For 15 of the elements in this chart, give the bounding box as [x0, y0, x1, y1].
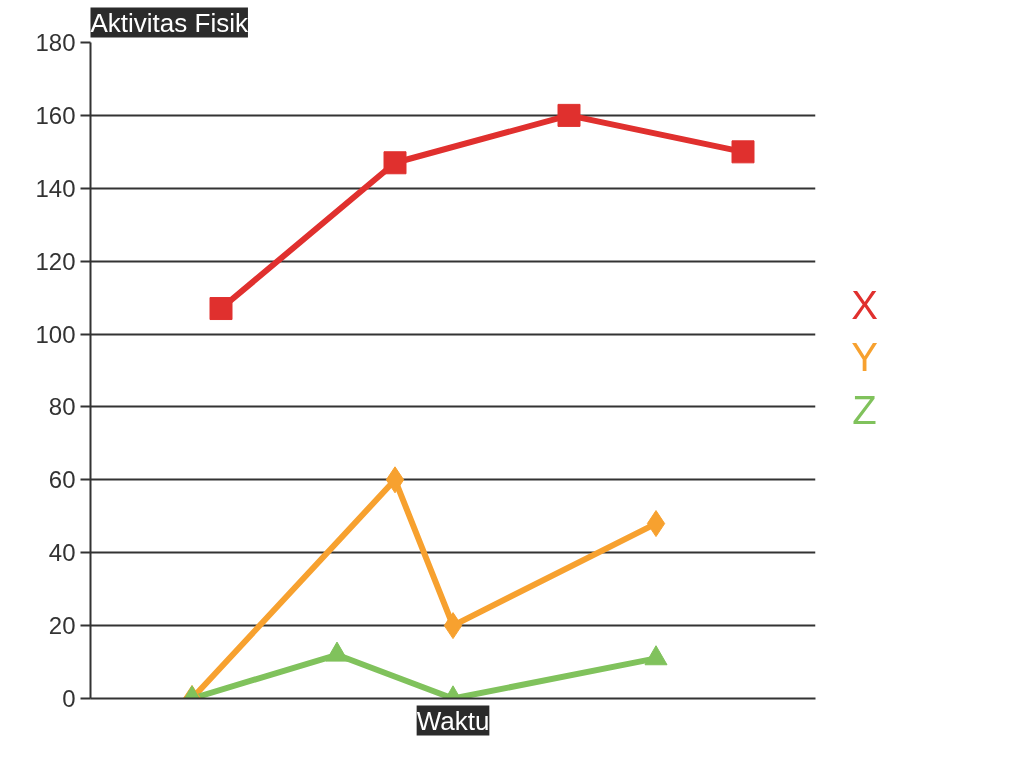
y-tick-label: 180 — [35, 29, 76, 56]
y-tick-label: 100 — [35, 320, 76, 348]
y-tick-label: 0 — [62, 685, 76, 712]
chart-title: Aktivitas Fisik — [90, 7, 249, 38]
y-tick-label: 40 — [48, 539, 76, 567]
text: Z — [852, 387, 877, 432]
y-tick-label: 80 — [48, 393, 76, 421]
x-axis-title: Waktu — [416, 705, 490, 736]
y-tick-label: 140 — [35, 174, 76, 202]
y-tick-label: 120 — [35, 247, 76, 275]
y-tick-label: 160 — [35, 101, 76, 129]
text: Y — [851, 335, 878, 380]
y-tick-label: 20 — [48, 612, 76, 640]
y-tick-label: 60 — [48, 466, 76, 494]
text: X — [851, 282, 878, 327]
